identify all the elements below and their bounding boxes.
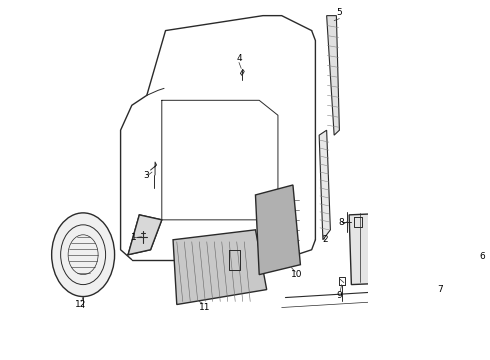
Polygon shape — [173, 230, 267, 305]
Text: 1: 1 — [131, 233, 137, 242]
Text: 3: 3 — [143, 171, 149, 180]
Polygon shape — [349, 210, 469, 285]
Text: 11: 11 — [199, 303, 210, 312]
Text: 6: 6 — [480, 252, 486, 261]
Polygon shape — [319, 130, 330, 240]
Circle shape — [51, 213, 115, 297]
Polygon shape — [255, 185, 300, 275]
Text: 8: 8 — [339, 218, 344, 227]
Polygon shape — [327, 15, 340, 135]
Text: 4: 4 — [236, 54, 242, 63]
Polygon shape — [128, 215, 162, 255]
Text: 12: 12 — [75, 300, 87, 309]
Text: 7: 7 — [438, 285, 443, 294]
Text: 5: 5 — [337, 8, 342, 17]
Text: 9: 9 — [337, 291, 342, 300]
Text: 2: 2 — [322, 235, 328, 244]
Text: 10: 10 — [291, 270, 302, 279]
